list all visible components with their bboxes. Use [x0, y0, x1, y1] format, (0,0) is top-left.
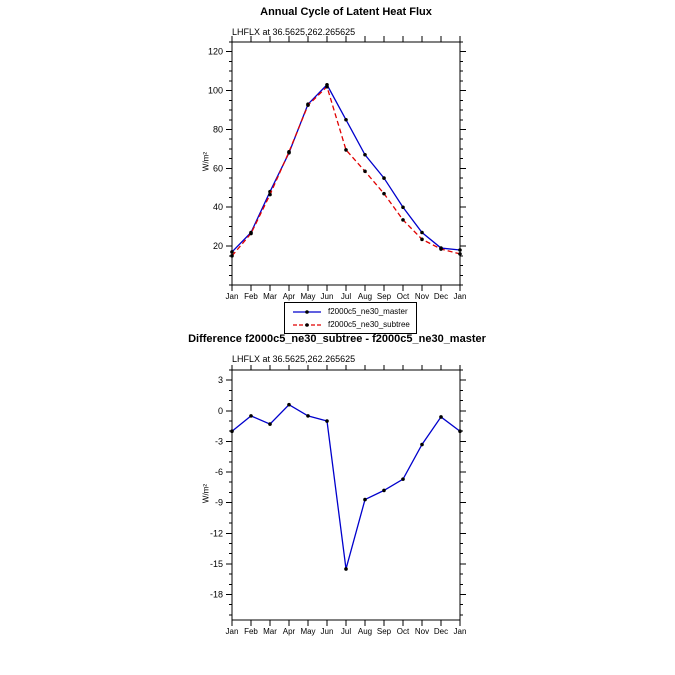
svg-text:-18: -18	[210, 589, 223, 599]
svg-text:Jun: Jun	[321, 292, 334, 301]
top-chart-subtitle: LHFLX at 36.5625,262.265625	[232, 27, 356, 37]
svg-text:Jan: Jan	[454, 627, 467, 636]
svg-text:-12: -12	[210, 528, 223, 538]
svg-text:Nov: Nov	[415, 627, 429, 636]
bottom-chart-title: Difference f2000c5_ne30_subtree - f2000c…	[188, 333, 486, 345]
svg-text:Dec: Dec	[434, 627, 448, 636]
svg-text:Jul: Jul	[341, 292, 351, 301]
svg-text:May: May	[300, 627, 315, 636]
svg-text:100: 100	[208, 86, 223, 96]
svg-text:40: 40	[213, 202, 223, 212]
svg-text:Mar: Mar	[263, 627, 277, 636]
svg-text:-9: -9	[215, 498, 223, 508]
svg-text:80: 80	[213, 124, 223, 134]
svg-text:Aug: Aug	[358, 627, 372, 636]
svg-text:Feb: Feb	[244, 627, 258, 636]
legend-label-subtree: f2000c5_ne30_subtree	[328, 320, 410, 329]
svg-text:0: 0	[218, 406, 223, 416]
bottom-chart-subtitle: LHFLX at 36.5625,262.265625	[232, 354, 356, 364]
svg-text:Jan: Jan	[454, 292, 467, 301]
svg-text:Oct: Oct	[397, 627, 410, 636]
svg-text:60: 60	[213, 163, 223, 173]
svg-text:Oct: Oct	[397, 292, 410, 301]
legend-label-master: f2000c5_ne30_master	[328, 307, 408, 316]
legend-line-sample-subtree	[293, 322, 321, 327]
top-chart-plot-area: 20 40 60 80 100 120 Jan Feb Mar Apr May Jun Jul Aug Se…	[208, 36, 467, 301]
top-chart-title: Annual Cycle of Latent Heat Flux	[260, 6, 432, 18]
svg-text:Mar: Mar	[263, 292, 277, 301]
svg-text:Apr: Apr	[283, 292, 296, 301]
svg-text:-6: -6	[215, 467, 223, 477]
svg-text:-15: -15	[210, 559, 223, 569]
svg-text:20: 20	[213, 241, 223, 251]
legend-entry-subtree: f2000c5_ne30_subtree	[291, 318, 410, 331]
svg-text:Jan: Jan	[226, 627, 239, 636]
svg-text:Apr: Apr	[283, 627, 296, 636]
svg-text:-3: -3	[215, 436, 223, 446]
svg-text:Jan: Jan	[226, 292, 239, 301]
legend-entry-master: f2000c5_ne30_master	[291, 305, 410, 318]
legend-box: f2000c5_ne30_master f2000c5_ne30_subtree	[284, 302, 417, 334]
svg-text:May: May	[300, 292, 315, 301]
svg-text:Nov: Nov	[415, 292, 429, 301]
svg-text:Aug: Aug	[358, 292, 372, 301]
svg-text:120: 120	[208, 47, 223, 57]
svg-text:Dec: Dec	[434, 292, 448, 301]
svg-text:Sep: Sep	[377, 292, 392, 301]
svg-text:3: 3	[218, 375, 223, 385]
svg-text:Feb: Feb	[244, 292, 258, 301]
legend-line-sample-master	[293, 309, 321, 314]
bottom-chart-plot-area: 3 0 -3 -6 -9 -12 -15 -18 Jan Feb Mar Apr May Jun Jul Au…	[210, 365, 467, 636]
svg-text:Jul: Jul	[341, 627, 351, 636]
svg-text:Sep: Sep	[377, 627, 392, 636]
svg-text:Jun: Jun	[321, 627, 334, 636]
